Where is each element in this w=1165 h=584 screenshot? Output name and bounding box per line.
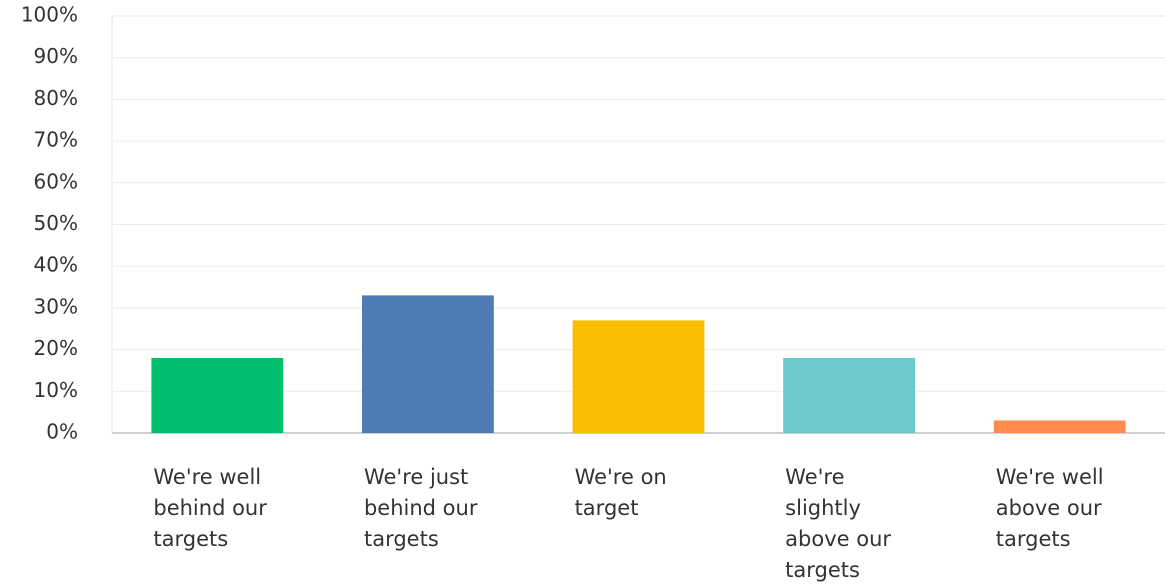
y-tick-label: 30% bbox=[34, 294, 78, 318]
x-tick-label: We're slightly above our targets bbox=[785, 465, 892, 582]
y-tick-label: 20% bbox=[34, 336, 78, 360]
y-tick-label: 40% bbox=[34, 253, 78, 277]
bar bbox=[361, 295, 494, 433]
y-tick-label: 60% bbox=[34, 169, 78, 193]
bar bbox=[151, 357, 284, 433]
x-tick-label: We're just behind our targets bbox=[363, 465, 478, 551]
y-tick-label: 90% bbox=[34, 44, 78, 68]
x-tick-label: We're well above our targets bbox=[995, 465, 1104, 551]
bar bbox=[993, 420, 1126, 433]
y-tick-label: 70% bbox=[34, 128, 78, 152]
y-tick-label: 80% bbox=[34, 86, 78, 110]
bar bbox=[572, 320, 705, 433]
y-tick-label: 10% bbox=[34, 378, 78, 402]
y-tick-label: 0% bbox=[46, 420, 78, 444]
x-tick-label: We're on target bbox=[574, 465, 667, 520]
x-tick-label: We're well behind our targets bbox=[153, 465, 267, 551]
bar bbox=[783, 357, 916, 433]
y-tick-label: 50% bbox=[34, 211, 78, 235]
y-tick-label: 100% bbox=[21, 3, 78, 27]
